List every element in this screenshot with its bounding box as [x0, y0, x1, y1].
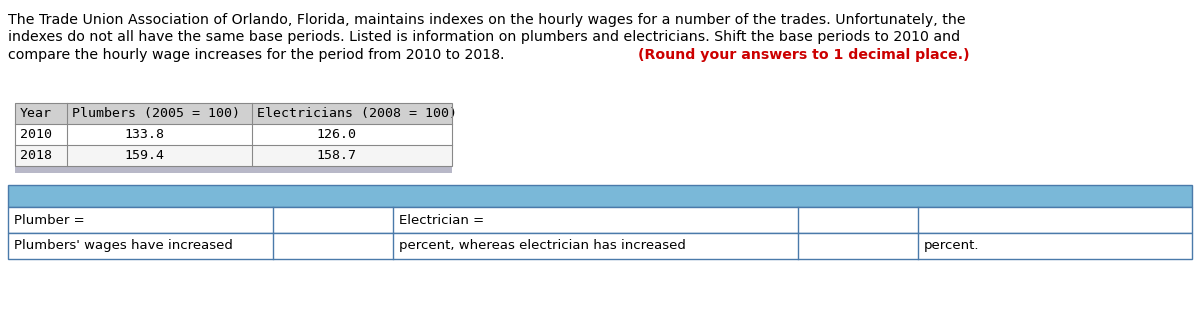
Bar	[14, 145, 452, 166]
Text: 133.8: 133.8	[125, 128, 164, 141]
Text: indexes do not all have the same base periods. Listed is information on plumbers: indexes do not all have the same base pe…	[8, 30, 960, 44]
Bar	[14, 124, 452, 145]
Text: 2010: 2010	[20, 128, 52, 141]
Bar	[8, 207, 1192, 233]
Text: Electrician =: Electrician =	[398, 213, 484, 227]
Text: 2018: 2018	[20, 149, 52, 162]
Text: Plumbers (2005 = 100): Plumbers (2005 = 100)	[72, 107, 240, 120]
Text: Plumbers' wages have increased: Plumbers' wages have increased	[14, 239, 233, 253]
Text: 126.0: 126.0	[316, 128, 356, 141]
Text: Plumber =: Plumber =	[14, 213, 85, 227]
Text: percent.: percent.	[924, 239, 979, 253]
Text: compare the hourly wage increases for the period from 2010 to 2018.: compare the hourly wage increases for th…	[8, 48, 509, 62]
Text: (Round your answers to 1 decimal place.): (Round your answers to 1 decimal place.)	[638, 48, 970, 62]
Text: Electricians (2008 = 100): Electricians (2008 = 100)	[257, 107, 457, 120]
Text: 158.7: 158.7	[316, 149, 356, 162]
Text: The Trade Union Association of Orlando, Florida, maintains indexes on the hourly: The Trade Union Association of Orlando, …	[8, 13, 966, 27]
Bar	[14, 103, 452, 124]
Bar	[8, 185, 1192, 207]
Text: 159.4: 159.4	[125, 149, 164, 162]
Text: percent, whereas electrician has increased: percent, whereas electrician has increas…	[398, 239, 686, 253]
Bar	[8, 233, 1192, 259]
Bar	[14, 166, 452, 173]
Bar	[14, 103, 452, 166]
Text: Year: Year	[20, 107, 52, 120]
